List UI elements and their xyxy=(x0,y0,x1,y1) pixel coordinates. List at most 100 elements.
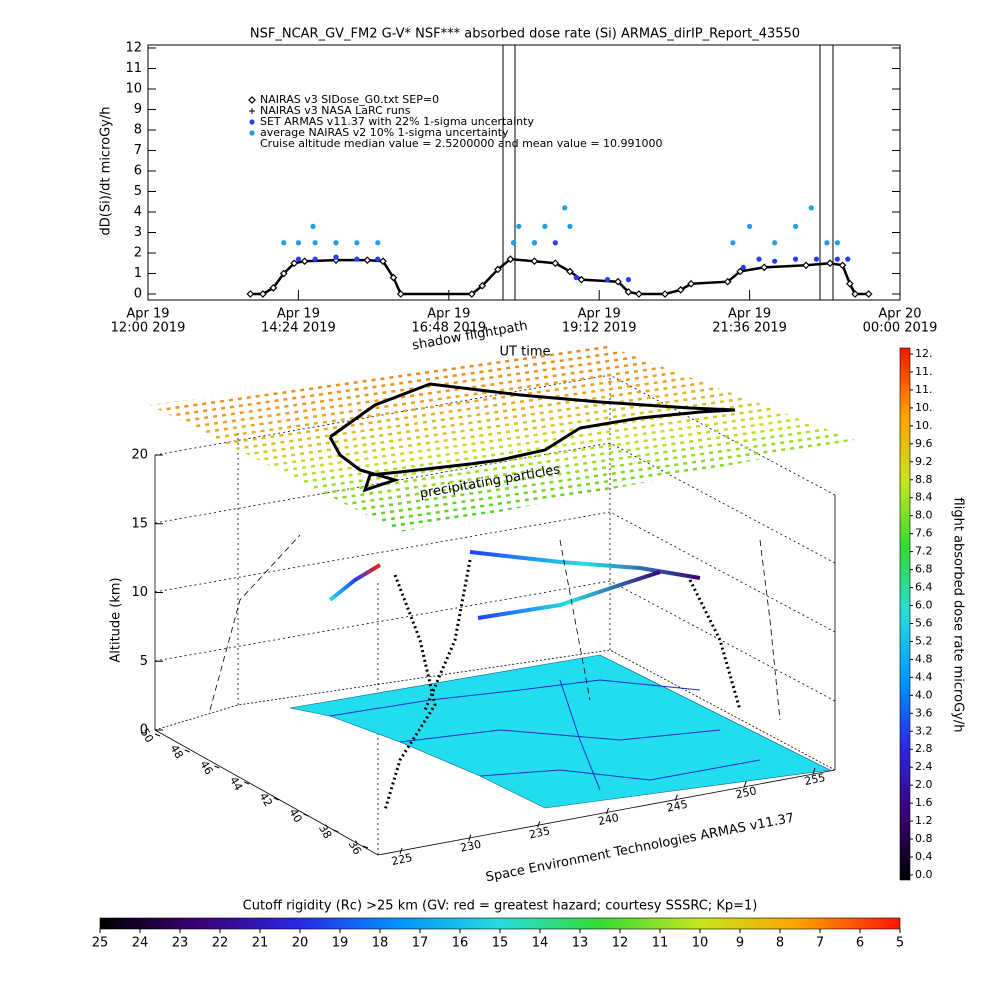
lat-tick-label: 42 xyxy=(257,790,275,809)
lon-tick xyxy=(399,847,403,855)
colorbar-tick-label: 5 xyxy=(896,936,904,951)
data-point xyxy=(375,240,381,246)
data-point xyxy=(354,240,360,246)
lat-tick xyxy=(184,749,190,753)
shadow-layer xyxy=(150,345,855,532)
colorbar-tick-label: 9.6 xyxy=(915,437,933,450)
data-point xyxy=(510,240,517,246)
colorbar-tick-label: 4.0 xyxy=(915,688,933,701)
lon-tick-label: 245 xyxy=(666,798,689,815)
colorbar-tick-label: 7 xyxy=(816,936,824,951)
x-tick-label: Apr 19 xyxy=(427,307,470,322)
x-tick-label: Apr 19 xyxy=(578,307,621,322)
x-tick-label: 16:48 2019 xyxy=(411,321,486,336)
map-lines xyxy=(329,679,761,791)
colorbar-tick-label: 10. xyxy=(915,419,933,432)
colorbar-tick-label: 16 xyxy=(452,936,469,951)
data-point xyxy=(676,286,685,294)
legend-marker xyxy=(249,119,255,125)
z-tick-label: 15 xyxy=(131,516,148,531)
data-point xyxy=(551,259,560,268)
legend-label: SET ARMAS v11.37 with 22% 1-sigma uncert… xyxy=(260,115,534,128)
lat-tick xyxy=(154,733,161,737)
colorbar-tick-label: 8.4 xyxy=(915,491,933,504)
data-point xyxy=(281,240,287,246)
data-point xyxy=(834,240,840,246)
data-point xyxy=(312,256,318,262)
colorbar-tick-label: 8 xyxy=(776,936,784,951)
data-point xyxy=(333,254,339,260)
data-point xyxy=(573,275,579,281)
vertical-tracks xyxy=(383,559,742,811)
data-line xyxy=(250,257,869,296)
data-point xyxy=(760,263,769,272)
lat-tick-label: 36 xyxy=(346,838,364,857)
flight-track xyxy=(328,563,382,602)
chart-title: NSF_NCAR_GV_FM2 G-V* NSF*** absorbed dos… xyxy=(250,27,800,42)
lon-tick xyxy=(537,821,541,828)
lat-tick-label: 50 xyxy=(138,726,156,745)
y-tick-label: 7 xyxy=(134,143,142,158)
lat-tick-label: 44 xyxy=(227,774,245,793)
y-tick-label: 3 xyxy=(134,225,142,240)
lon-tick xyxy=(468,834,472,841)
map-surface xyxy=(289,654,832,809)
x-tick-label: Apr 19 xyxy=(126,307,169,322)
annotation: Space Environment Technologies ARMAS v11… xyxy=(485,811,796,886)
colorbar-tick-label: 9 xyxy=(736,936,744,951)
lat-tick-label: 46 xyxy=(197,758,215,777)
ground-tracks xyxy=(209,534,781,721)
lat-tick xyxy=(362,845,369,849)
x-tick-label: Apr 19 xyxy=(728,307,771,322)
lat-tick-label: 48 xyxy=(168,742,186,761)
x-tick-label: 14:24 2019 xyxy=(261,321,336,336)
colorbar-tick-label: 11 xyxy=(652,936,669,951)
lat-tick xyxy=(303,813,309,817)
y-tick-label: 10 xyxy=(125,82,142,97)
data-point xyxy=(614,277,622,286)
flight-track xyxy=(469,550,701,580)
y-tick-label: 11 xyxy=(125,61,142,76)
data-point xyxy=(740,264,746,270)
z-tick-label: 0 xyxy=(140,723,148,738)
data-point xyxy=(567,223,573,229)
data-point xyxy=(687,279,695,288)
colorbar-tick-label: 0.8 xyxy=(915,832,933,845)
legend-label: NAIRAS v3 NASA LaRC runs xyxy=(260,104,411,117)
colorbar-tick-label: 10. xyxy=(915,401,933,414)
data-point xyxy=(467,290,476,298)
data-point xyxy=(389,273,398,282)
lat-tick xyxy=(243,781,250,785)
colorbar-tick-label: 1.6 xyxy=(915,796,933,809)
colorbar-tick-label: 23 xyxy=(172,936,189,951)
data-point xyxy=(772,258,778,264)
colorbar-tick-label: 5.6 xyxy=(915,616,933,629)
data-point xyxy=(295,240,301,246)
colorbar xyxy=(899,347,911,881)
lat-tick-label: 38 xyxy=(316,822,334,841)
colorbar-tick-label: 0.0 xyxy=(915,868,933,881)
data-point xyxy=(792,256,799,262)
data-point xyxy=(279,269,288,278)
colorbar-tick-label: 0.4 xyxy=(915,850,933,863)
colorbar-tick-label: 7.6 xyxy=(915,527,933,540)
colorbar-tick-label: 6 xyxy=(856,936,864,951)
legend-marker xyxy=(248,96,256,104)
data-point xyxy=(379,257,387,266)
lon-tick-label: 250 xyxy=(734,784,757,801)
colorbar-tick-label: 4.8 xyxy=(915,652,933,665)
colorbar-tick-label: 11. xyxy=(915,365,933,378)
colorbar-tick-label: 24 xyxy=(132,936,149,951)
data-point xyxy=(312,240,318,246)
x-tick-label: Apr 20 xyxy=(878,307,921,322)
colorbar-tick-label: 4.4 xyxy=(915,670,933,683)
data-point xyxy=(300,257,309,266)
x-tick-label: 19:12 2019 xyxy=(562,321,637,336)
data-point xyxy=(295,256,301,262)
data-point xyxy=(747,223,753,229)
flight-track xyxy=(477,570,661,620)
lat-tick-label: 40 xyxy=(286,806,304,825)
colorbar-tick-label: 2.0 xyxy=(915,778,933,791)
colorbar-tick-label: 19 xyxy=(332,936,349,951)
